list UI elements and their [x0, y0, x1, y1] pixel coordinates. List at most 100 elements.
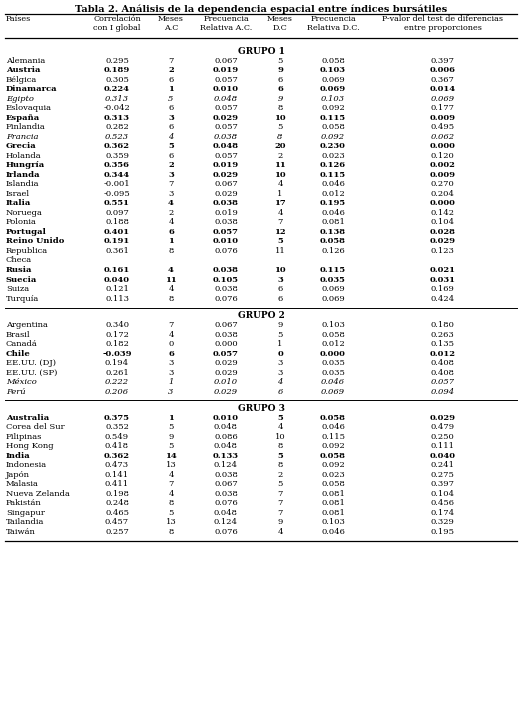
Text: 0.263: 0.263 [431, 331, 454, 338]
Text: Italia: Italia [6, 199, 31, 207]
Text: 0.058: 0.058 [321, 480, 345, 488]
Text: 8: 8 [277, 442, 283, 450]
Text: 0.081: 0.081 [321, 219, 345, 227]
Text: 0.182: 0.182 [105, 340, 129, 348]
Text: 0.035: 0.035 [321, 369, 345, 376]
Text: 6: 6 [277, 76, 282, 84]
Text: 5: 5 [277, 452, 283, 460]
Text: 0.495: 0.495 [431, 123, 455, 131]
Text: Rusia: Rusia [6, 267, 32, 275]
Text: GRUPO 1: GRUPO 1 [238, 47, 284, 56]
Text: 8: 8 [277, 133, 283, 141]
Text: 0.062: 0.062 [431, 133, 455, 141]
Text: 0.046: 0.046 [321, 378, 345, 386]
Text: 10: 10 [274, 171, 286, 179]
Text: 0.058: 0.058 [320, 414, 346, 422]
Text: 0.356: 0.356 [104, 161, 130, 169]
Text: 3: 3 [168, 359, 174, 367]
Text: 0.523: 0.523 [105, 133, 129, 141]
Text: 0.169: 0.169 [431, 285, 455, 293]
Text: 3: 3 [277, 276, 283, 284]
Text: 11: 11 [275, 247, 286, 255]
Text: 0.057: 0.057 [431, 378, 455, 386]
Text: 0.204: 0.204 [431, 190, 455, 198]
Text: 0.133: 0.133 [213, 452, 239, 460]
Text: 0.195: 0.195 [431, 528, 455, 536]
Text: Japón: Japón [6, 471, 30, 479]
Text: 0.411: 0.411 [105, 480, 129, 488]
Text: 13: 13 [165, 518, 176, 526]
Text: Brasil: Brasil [6, 331, 31, 338]
Text: 0.142: 0.142 [431, 209, 455, 217]
Text: 5: 5 [168, 442, 174, 450]
Text: 0.375: 0.375 [104, 414, 130, 422]
Text: 5: 5 [168, 509, 174, 517]
Text: 3: 3 [168, 388, 174, 396]
Text: Austria: Austria [6, 67, 41, 75]
Text: 1: 1 [168, 237, 174, 245]
Text: 0.019: 0.019 [213, 67, 239, 75]
Text: 0.010: 0.010 [213, 237, 239, 245]
Text: 0.104: 0.104 [431, 219, 455, 227]
Text: 0.194: 0.194 [105, 359, 129, 367]
Text: 1: 1 [168, 378, 174, 386]
Text: 11: 11 [165, 276, 177, 284]
Text: P-valor del test de diferencias
entre proporciones: P-valor del test de diferencias entre pr… [382, 15, 503, 32]
Text: 0.198: 0.198 [105, 490, 129, 498]
Text: 2: 2 [277, 471, 282, 479]
Text: 0.161: 0.161 [104, 267, 130, 275]
Text: Taiwán: Taiwán [6, 528, 36, 536]
Text: 0.069: 0.069 [320, 85, 346, 93]
Text: 9: 9 [277, 321, 283, 329]
Text: Corea del Sur: Corea del Sur [6, 423, 65, 432]
Text: Francia: Francia [6, 133, 39, 141]
Text: 0.076: 0.076 [214, 295, 238, 303]
Text: 0.397: 0.397 [431, 57, 455, 65]
Text: 0.340: 0.340 [105, 321, 129, 329]
Text: 4: 4 [168, 267, 174, 275]
Text: Reino Unido: Reino Unido [6, 237, 64, 245]
Text: 0.023: 0.023 [321, 471, 345, 479]
Text: 0.029: 0.029 [214, 359, 238, 367]
Text: 0: 0 [277, 350, 283, 358]
Text: 0.261: 0.261 [105, 369, 129, 376]
Text: Países: Países [6, 15, 31, 23]
Text: GRUPO 3: GRUPO 3 [238, 404, 284, 413]
Text: 10: 10 [274, 114, 286, 122]
Text: Singapur: Singapur [6, 509, 45, 517]
Text: 3: 3 [277, 359, 283, 367]
Text: 5: 5 [168, 143, 174, 151]
Text: 0.352: 0.352 [105, 423, 129, 432]
Text: 6: 6 [277, 295, 282, 303]
Text: 4: 4 [277, 423, 283, 432]
Text: 0.362: 0.362 [104, 143, 130, 151]
Text: Indonesia: Indonesia [6, 461, 47, 470]
Text: 0.092: 0.092 [321, 133, 345, 141]
Text: Finlandia: Finlandia [6, 123, 46, 131]
Text: 0.121: 0.121 [105, 285, 129, 293]
Text: 0.222: 0.222 [105, 378, 129, 386]
Text: 6: 6 [169, 76, 174, 84]
Text: 5: 5 [277, 331, 283, 338]
Text: 0.081: 0.081 [321, 509, 345, 517]
Text: 0.313: 0.313 [105, 95, 129, 103]
Text: Hong Kong: Hong Kong [6, 442, 54, 450]
Text: 7: 7 [277, 490, 283, 498]
Text: 5: 5 [168, 423, 174, 432]
Text: 0.035: 0.035 [321, 359, 345, 367]
Text: 0.135: 0.135 [431, 340, 455, 348]
Text: 0.067: 0.067 [214, 321, 238, 329]
Text: 0.361: 0.361 [105, 247, 129, 255]
Text: 3: 3 [168, 114, 174, 122]
Text: 0.046: 0.046 [321, 528, 345, 536]
Text: 3: 3 [168, 171, 174, 179]
Text: 0.038: 0.038 [214, 490, 238, 498]
Text: 0.006: 0.006 [430, 67, 456, 75]
Text: India: India [6, 452, 31, 460]
Text: 0.111: 0.111 [431, 442, 455, 450]
Text: 0.012: 0.012 [430, 350, 456, 358]
Text: 4: 4 [168, 199, 174, 207]
Text: 0.076: 0.076 [214, 528, 238, 536]
Text: 6: 6 [169, 105, 174, 113]
Text: 0.058: 0.058 [321, 57, 345, 65]
